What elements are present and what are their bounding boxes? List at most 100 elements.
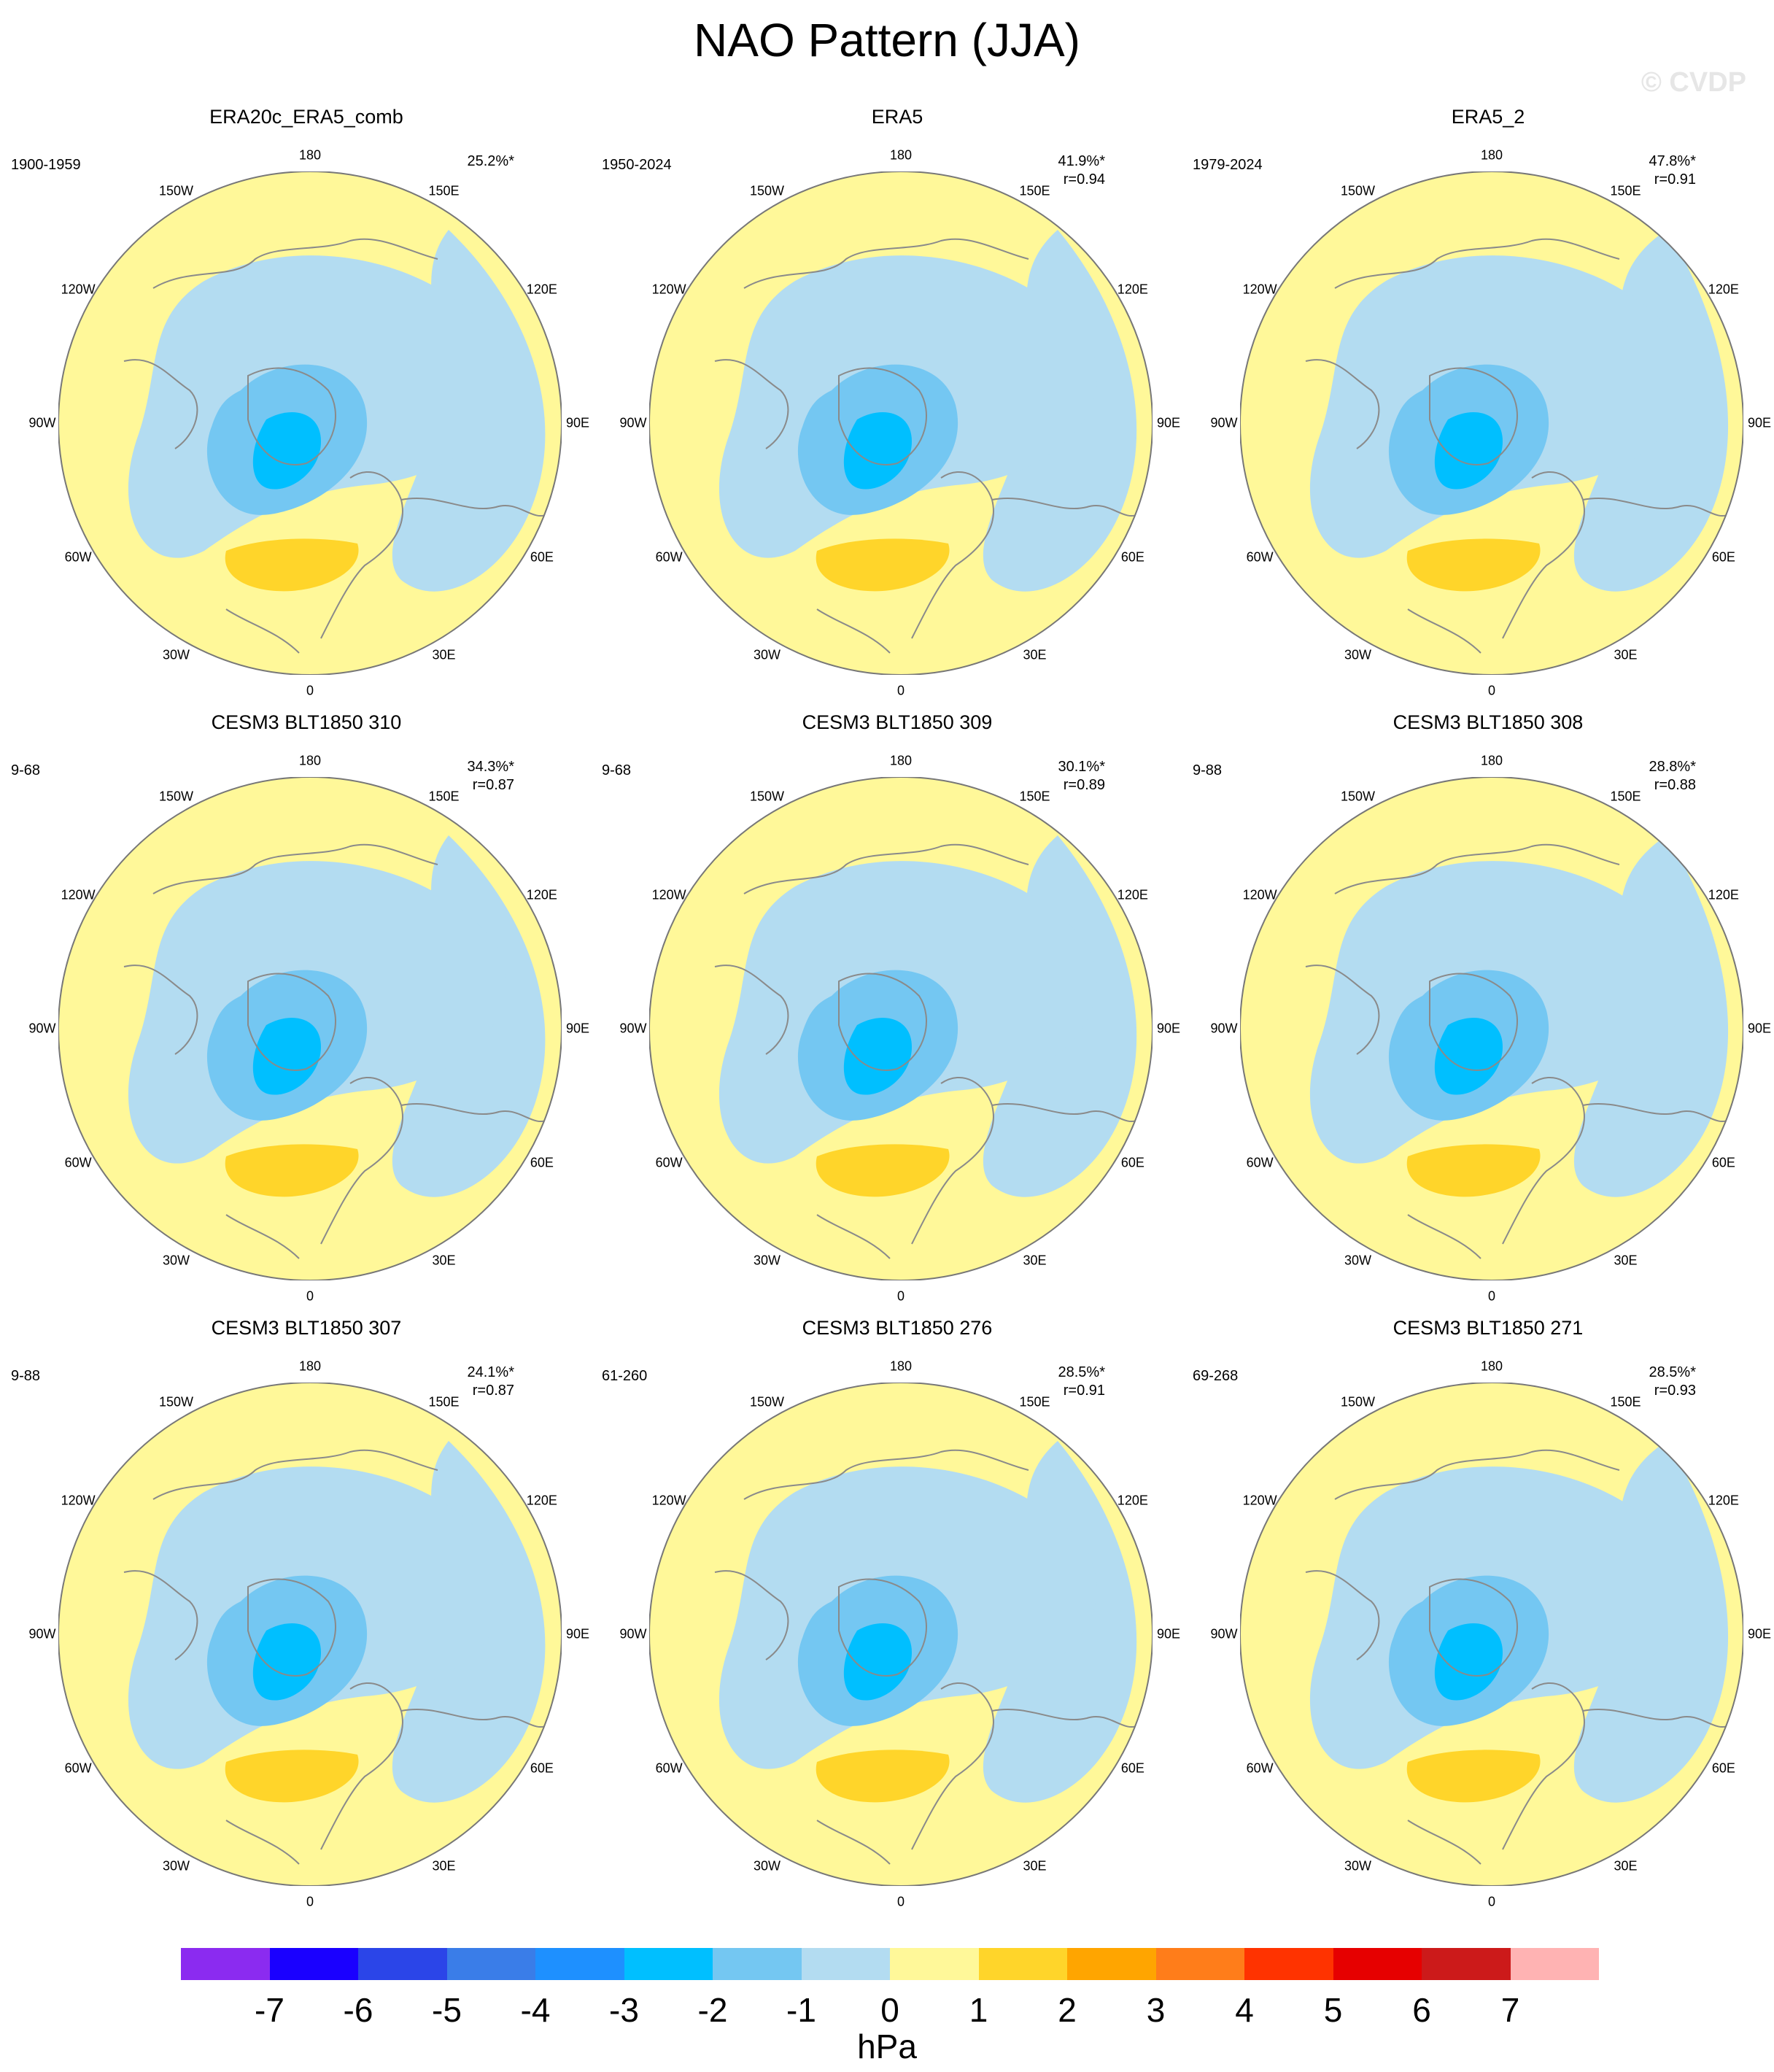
longitude-label: 150W [1340,789,1376,804]
longitude-label: 150W [1340,1394,1376,1410]
longitude-label: 180 [889,753,913,768]
coastline [911,1682,994,1850]
longitude-label: 120E [526,1493,557,1507]
longitude-label: 60E [1120,549,1144,564]
longitude-label: 120E [1117,887,1148,902]
colorbar-tick-label: -4 [520,1991,551,2029]
colorbar-tick-label: 1 [969,1991,988,2029]
longitude-label: 60W [655,1155,683,1170]
coastline [247,973,336,1071]
panel-statistics: 25.2%* [468,152,515,171]
panel-statistics: 28.5%* r=0.93 [1649,1364,1697,1400]
longitude-label: 90E [1156,415,1181,430]
longitude-label: 60W [64,1155,92,1170]
longitude-label: 90W [619,415,647,430]
longitude-label: 150W [749,789,785,804]
longitude-label: 90W [619,1021,647,1036]
colorbar-swatch [713,1948,802,1980]
negative-anomaly-region [252,1018,321,1095]
longitude-label: 30E [1023,1858,1047,1874]
coastline [247,367,336,465]
longitude-label: 150W [158,183,194,198]
explained-variance: 34.3%* [467,759,515,775]
longitude-label: 120E [526,282,557,296]
longitude-label: 0 [306,1288,314,1304]
coastline [838,1578,927,1677]
colorbar-tick-label: -3 [609,1991,639,2029]
positive-anomaly-region [225,1144,359,1197]
longitude-label: 120W [61,282,96,296]
panel-period: 9-68 [602,762,632,778]
map-panel: CESM3 BLT1850 276 61-260 28.5%* r=0.91 180 15… [602,1317,1193,1922]
longitude-label: 30E [432,1858,456,1874]
coastline [400,1708,548,1728]
longitude-label: 30W [162,647,190,662]
negative-anomaly-region [1434,412,1503,490]
colorbar-tick-label: -1 [786,1991,816,2029]
colorbar-swatch [1422,1948,1511,1980]
longitude-label: 180 [298,1358,322,1374]
polar-map [649,1383,1153,1886]
longitude-label: 90W [28,1626,56,1642]
longitude-label: 30W [1344,1253,1372,1268]
figure-title: NAO Pattern (JJA) [694,14,1080,66]
coastline [400,1102,548,1122]
negative-anomaly-region [252,1623,321,1701]
longitude-label: 120E [1117,282,1148,296]
map-panel: CESM3 BLT1850 309 9-68 30.1%* r=0.89 180 150E… [602,711,1193,1317]
explained-variance: 47.8%* [1649,153,1697,169]
longitude-label: 30E [1614,1858,1638,1874]
longitude-label: 30W [162,1858,190,1874]
coastline [714,965,789,1055]
panel-statistics: 34.3%* r=0.87 [468,758,515,795]
coastline [743,843,1029,894]
polar-map [58,1383,562,1886]
longitude-label: 90W [28,1021,56,1036]
positive-anomaly-region [816,1750,950,1803]
colorbar-swatch [1333,1948,1422,1980]
longitude-label: 120E [1708,1493,1739,1507]
coastline [991,497,1139,517]
explained-variance: 30.1%* [1058,759,1106,775]
coastline [1582,497,1730,517]
panel-title: CESM3 BLT1850 307 [211,1317,402,1339]
longitude-label: 30W [1344,647,1372,662]
pattern-correlation: r=0.91 [1654,171,1696,188]
coastline [123,359,198,449]
colorbar-swatch [535,1948,624,1980]
longitude-label: 60E [530,1760,554,1775]
panel-statistics: 47.8%* r=0.91 [1649,152,1697,189]
longitude-label: 120E [526,887,557,902]
panel-period: 69-268 [1193,1368,1239,1384]
pattern-correlation: r=0.93 [1654,1383,1696,1399]
negative-anomaly-region [843,412,912,490]
longitude-label: 30W [753,1253,781,1268]
coastline [1502,1682,1585,1850]
longitude-label: 90E [1747,415,1772,430]
panel-title: ERA20c_ERA5_comb [209,106,403,128]
longitude-label: 90W [1210,1021,1238,1036]
panel-period: 61-260 [602,1368,648,1384]
longitude-label: 90W [28,415,56,430]
longitude-label: 30W [753,1858,781,1874]
coastline [1582,1102,1730,1122]
panel-period: 9-68 [11,762,41,778]
longitude-label: 0 [896,1894,905,1909]
coastline [911,471,994,639]
colorbar-swatch [801,1948,890,1980]
longitude-label: 60E [530,1155,554,1170]
longitude-label: 150E [428,789,460,804]
coastline [320,1076,403,1245]
explained-variance: 41.9%* [1058,153,1106,169]
panel-period: 1950-2024 [602,157,672,173]
longitude-label: 120W [651,1493,686,1507]
panel-period: 1979-2024 [1193,157,1263,173]
coastline [743,238,1029,289]
coastline [991,1708,1139,1728]
coastline [816,1214,891,1259]
colorbar-swatch [269,1948,358,1980]
longitude-label: 90E [565,1626,590,1642]
longitude-label: 0 [896,1288,905,1304]
longitude-label: 0 [1487,683,1496,698]
coastline [816,608,891,654]
